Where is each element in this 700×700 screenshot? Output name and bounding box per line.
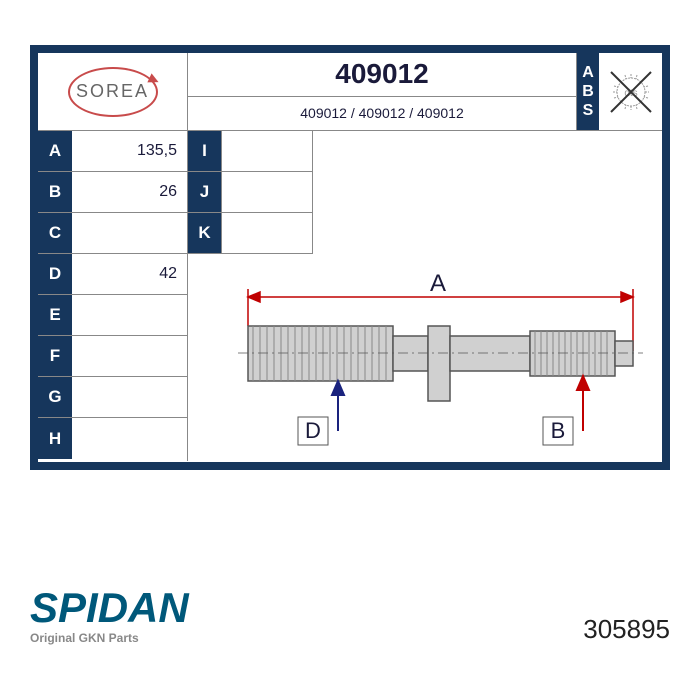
- table-row: H: [38, 418, 187, 459]
- spec-val: 135,5: [72, 131, 187, 171]
- spec-val: [72, 377, 187, 417]
- table-row: D42: [38, 254, 187, 295]
- table-row: F: [38, 336, 187, 377]
- spec-val: 26: [72, 172, 187, 212]
- spec-val: 42: [72, 254, 187, 294]
- brand-logo: SPIDAN: [30, 587, 189, 629]
- table-row: E: [38, 295, 187, 336]
- abs-b: B: [582, 82, 594, 101]
- spec-val: [72, 336, 187, 376]
- brand-tagline: Original GKN Parts: [30, 631, 189, 645]
- part-number: 409012: [188, 53, 576, 97]
- spec-key: B: [38, 172, 72, 212]
- header-row: SOREA 409012 409012 / 409012 / 409012 A …: [38, 53, 662, 131]
- part-sub-numbers: 409012 / 409012 / 409012: [188, 97, 576, 130]
- spec-key: F: [38, 336, 72, 376]
- logo-text: SOREA: [76, 81, 149, 102]
- spec-key: H: [38, 418, 72, 459]
- table-row: A135,5: [38, 131, 187, 172]
- abs-column: A B S: [577, 53, 599, 130]
- table-row: C: [38, 213, 187, 254]
- spec-val: [72, 213, 187, 253]
- spec-table-left: A135,5 B26 C D42 E F G H: [38, 131, 188, 461]
- table-row: G: [38, 377, 187, 418]
- brand-block: SPIDAN Original GKN Parts: [30, 587, 189, 645]
- spec-key: C: [38, 213, 72, 253]
- body-row: A135,5 B26 C D42 E F G H I J K: [38, 131, 662, 461]
- dim-label-a: A: [430, 270, 446, 297]
- table-row: B26: [38, 172, 187, 213]
- footer: SPIDAN Original GKN Parts 305895: [30, 587, 670, 645]
- logo-cell: SOREA: [38, 53, 188, 130]
- spec-card: SOREA 409012 409012 / 409012 / 409012 A …: [30, 45, 670, 470]
- abs-s: S: [583, 101, 594, 120]
- spec-key: A: [38, 131, 72, 171]
- abs-gear-icon: dts: [599, 53, 662, 130]
- spec-val: [72, 295, 187, 335]
- callout-d: D: [305, 418, 321, 443]
- shaft-diagram: A: [188, 131, 662, 461]
- abs-a: A: [582, 63, 594, 82]
- abs-cell: A B S: [577, 53, 662, 130]
- spec-key: G: [38, 377, 72, 417]
- spec-key: E: [38, 295, 72, 335]
- title-cell: 409012 409012 / 409012 / 409012: [188, 53, 577, 130]
- spec-val: [72, 418, 187, 459]
- callout-b: B: [551, 418, 566, 443]
- spec-key: D: [38, 254, 72, 294]
- diagram-pane: I J K A: [188, 131, 662, 461]
- footer-number: 305895: [583, 614, 670, 645]
